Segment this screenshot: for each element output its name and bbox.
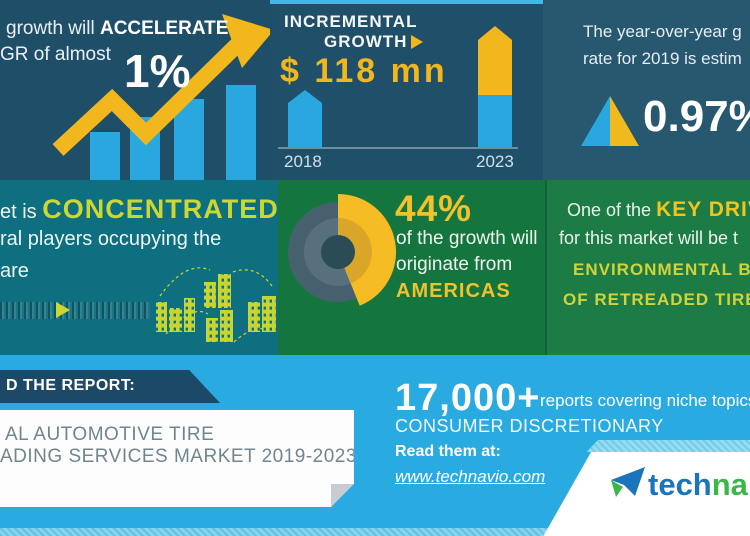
americas-region-label: AMERICAS <box>396 280 511 302</box>
concentration-line2: ral players occupying the <box>0 228 222 250</box>
technavio-url-link[interactable]: www.technavio.com <box>395 467 546 486</box>
building-cluster <box>206 310 233 342</box>
reports-count-label: reports covering niche topics <box>540 391 750 410</box>
technavio-arrow-icon <box>611 467 645 497</box>
top-accent-stripe <box>270 0 543 4</box>
bar-label-2023: 2023 <box>476 152 514 171</box>
panel-americas-growth: 44% of the growth will originate from AM… <box>278 180 545 355</box>
panel-market-growth: growth will ACCELERATE GR of almost 1% <box>0 0 270 180</box>
bottom-accent-stripe <box>0 528 750 536</box>
panel-yoy-growth: The year-over-year g rate for 2019 is es… <box>543 0 750 180</box>
read-them-at-label: Read them at: <box>395 443 501 460</box>
report-ribbon: D THE REPORT: <box>0 370 220 403</box>
growth-headline: growth will ACCELERATE <box>6 18 229 39</box>
play-arrow-icon <box>56 302 70 318</box>
yoy-line2: rate for 2019 is estim <box>583 49 742 68</box>
donut-chart <box>288 193 397 306</box>
growth-bars-and-arrow-chart <box>52 14 270 180</box>
building-cluster <box>248 296 276 332</box>
bar-label-2018: 2018 <box>284 152 322 171</box>
logo-text-green: na <box>711 467 748 502</box>
incremental-bar-chart <box>278 26 518 149</box>
technavio-logo: techna <box>608 465 748 503</box>
driver-headline: One of the KEY DRIV <box>567 198 750 221</box>
ribbon-label: D THE REPORT: <box>6 377 136 394</box>
category-label: CONSUMER DISCRETIONARY <box>395 416 664 436</box>
network-arcs <box>159 267 273 343</box>
panel-market-concentration: et is CONCENTRATED ral players occupying… <box>0 180 278 355</box>
buildings-network-illustration <box>156 267 276 343</box>
page-fold-icon <box>331 484 354 507</box>
panel-incremental-growth: INCREMENTAL GROWTH $ 118 mn 2018 2023 <box>270 0 543 180</box>
pointer-triangle-icon <box>411 35 424 49</box>
logo-text-blue: tech <box>648 467 712 502</box>
building-cluster <box>156 298 195 332</box>
concentration-headline: et is CONCENTRATED <box>0 194 279 224</box>
reports-count: 17,000+ <box>395 377 541 419</box>
concentration-line3: are <box>0 260 29 282</box>
americas-line2: originate from <box>396 254 513 275</box>
americas-share-value: 44% <box>395 188 473 229</box>
growth-subline: GR of almost <box>0 44 111 65</box>
cagr-value: 1% <box>124 45 191 97</box>
footer-section: D THE REPORT: AL AUTOMOTIVE TIRE ADING S… <box>0 355 750 536</box>
report-title-line2: ADING SERVICES MARKET 2019-2023 <box>0 446 357 467</box>
triangle-indicator-icon <box>581 96 639 146</box>
driver-line4: OF RETREADED TIRES <box>563 290 750 309</box>
yoy-line1: The year-over-year g <box>583 22 742 41</box>
building-cluster <box>204 274 231 308</box>
driver-line2: for this market will be t <box>559 228 739 248</box>
incremental-title-line1: INCREMENTAL <box>284 12 418 31</box>
report-title-card: AL AUTOMOTIVE TIRE ADING SERVICES MARKET… <box>0 410 354 507</box>
incremental-title-line2: GROWTH <box>324 32 424 52</box>
upward-arrow-icon <box>222 14 270 68</box>
americas-line1: of the growth will <box>396 228 538 249</box>
logo-panel-accent-band <box>586 440 750 452</box>
equalizer-band <box>0 302 150 319</box>
yoy-value: 0.97% <box>643 92 750 141</box>
panel-key-driver: One of the KEY DRIV for this market will… <box>545 180 750 355</box>
driver-line3: ENVIRONMENTAL BEN <box>573 260 750 279</box>
incremental-amount: $ 118 mn <box>280 52 448 90</box>
report-title-line1: AL AUTOMOTIVE TIRE <box>5 424 215 445</box>
